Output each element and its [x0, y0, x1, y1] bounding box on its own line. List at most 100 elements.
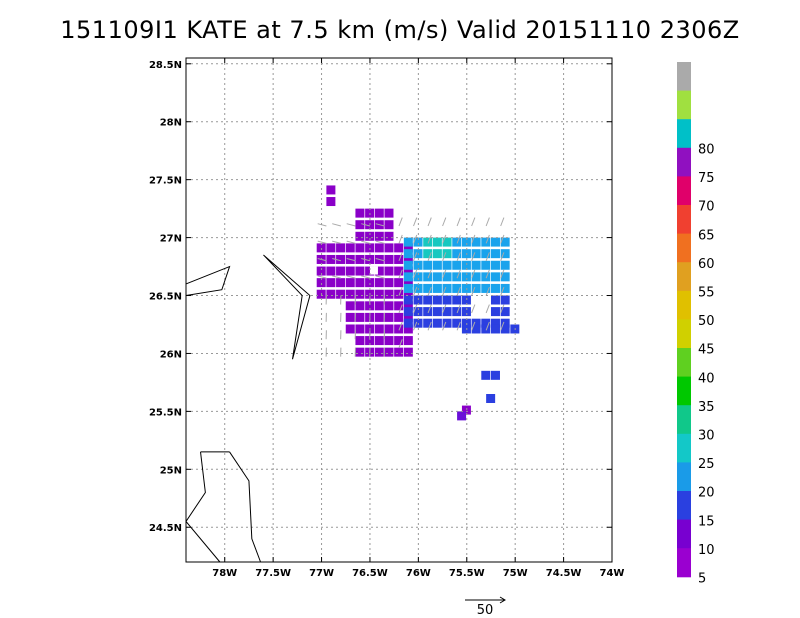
- wind-cell: [365, 266, 375, 276]
- colorbar-swatch: [677, 433, 691, 463]
- wind-cell: [374, 266, 384, 276]
- wind-cell: [490, 237, 500, 247]
- wind-vector: [456, 252, 461, 261]
- colorbar-swatch: [677, 548, 691, 578]
- wind-vector: [500, 286, 505, 296]
- wind-cell: [500, 283, 510, 293]
- wind-cell: [490, 318, 500, 328]
- wind-cell: [442, 260, 452, 270]
- coastline: [185, 265, 231, 297]
- wind-cell: [461, 295, 471, 305]
- wind-cell: [403, 324, 413, 334]
- wind-vector: [442, 286, 447, 296]
- wind-cell: [481, 237, 491, 247]
- wind-cell: [481, 283, 491, 293]
- wind-cell: [365, 336, 375, 346]
- wind-cell: [365, 243, 375, 253]
- wind-cell: [413, 295, 423, 305]
- wind-cell: [403, 249, 413, 259]
- wind-cell: [471, 260, 481, 270]
- wind-vector: [375, 275, 385, 279]
- wind-cell: [394, 336, 404, 346]
- wind-cell: [403, 237, 413, 247]
- wind-vector: [332, 275, 342, 279]
- colorbar-swatch: [677, 205, 691, 235]
- wind-cell: [374, 336, 384, 346]
- wind-vector: [398, 252, 403, 261]
- wind-vector: [471, 286, 476, 296]
- wind-cell: [355, 336, 365, 346]
- colorbar-label: 40: [698, 371, 715, 386]
- wind-cell: [481, 318, 491, 328]
- wind-cell: [374, 289, 384, 299]
- wind-vector: [346, 240, 356, 244]
- coastline: [229, 451, 262, 563]
- wind-cell: [490, 249, 500, 259]
- wind-cell: [452, 272, 462, 282]
- wind-cell: [384, 278, 394, 288]
- wind-cell: [403, 301, 413, 311]
- wind-vector: [471, 217, 476, 227]
- colorbar-swatch: [677, 519, 691, 549]
- wind-cell: [336, 254, 346, 264]
- wind-cell: [345, 301, 355, 311]
- wind-cell: [365, 278, 375, 288]
- wind-cell: [461, 405, 471, 415]
- wind-cell: [355, 312, 365, 322]
- wind-vector: [413, 252, 418, 261]
- wind-vector: [442, 217, 447, 227]
- wind-cell: [374, 347, 384, 357]
- wind-cell: [345, 278, 355, 288]
- wind-vector: [500, 321, 505, 331]
- wind-cell: [471, 272, 481, 282]
- wind-cell: [432, 295, 442, 305]
- wind-cell: [326, 266, 336, 276]
- wind-cell: [394, 324, 404, 334]
- colorbar-swatch: [677, 62, 691, 92]
- wind-cell: [384, 220, 394, 230]
- wind-cell: [490, 260, 500, 270]
- lon-tick-label: 74W: [600, 568, 625, 579]
- wind-cell: [355, 243, 365, 253]
- wind-cell: [384, 289, 394, 299]
- wind-vector: [456, 286, 461, 296]
- wind-cell: [355, 266, 365, 276]
- lat-tick-label: 26N: [160, 349, 182, 360]
- wind-cell: [423, 318, 433, 328]
- wind-cell: [326, 254, 336, 264]
- wind-vector: [361, 223, 371, 227]
- wind-cell: [413, 272, 423, 282]
- wind-vector: [361, 275, 371, 279]
- wind-cell: [442, 249, 452, 259]
- wind-cell: [384, 312, 394, 322]
- wind-cell: [490, 295, 500, 305]
- colorbar-swatch: [677, 119, 691, 149]
- wind-cell: [355, 301, 365, 311]
- lon-tick-label: 76W: [406, 568, 431, 579]
- wind-cell: [403, 289, 413, 299]
- colorbar-swatch: [677, 233, 691, 263]
- wind-cell: [457, 411, 467, 421]
- colorbar-swatch: [677, 90, 691, 120]
- colorbar-label: 80: [698, 143, 715, 158]
- colorbar-label: 50: [698, 314, 715, 329]
- wind-vector: [471, 234, 476, 244]
- wind-vector: [398, 269, 403, 279]
- wind-cell: [355, 324, 365, 334]
- wind-vector: [346, 257, 356, 262]
- wind-cell: [374, 208, 384, 218]
- wind-cell: [403, 307, 413, 317]
- wind-cell: [403, 272, 413, 282]
- wind-vector: [442, 234, 447, 244]
- wind-cell: [355, 289, 365, 299]
- wind-cell: [403, 312, 413, 322]
- wind-cell: [471, 283, 481, 293]
- wind-cell: [403, 243, 413, 253]
- wind-cell: [326, 289, 336, 299]
- wind-vector: [361, 240, 371, 244]
- wind-cell: [490, 283, 500, 293]
- wind-cell: [326, 197, 336, 207]
- wind-cell: [481, 272, 491, 282]
- wind-cell: [500, 324, 510, 334]
